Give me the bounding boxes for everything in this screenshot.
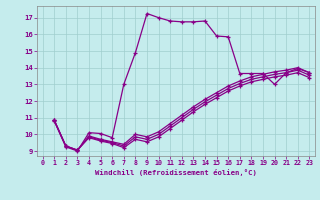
X-axis label: Windchill (Refroidissement éolien,°C): Windchill (Refroidissement éolien,°C)	[95, 169, 257, 176]
